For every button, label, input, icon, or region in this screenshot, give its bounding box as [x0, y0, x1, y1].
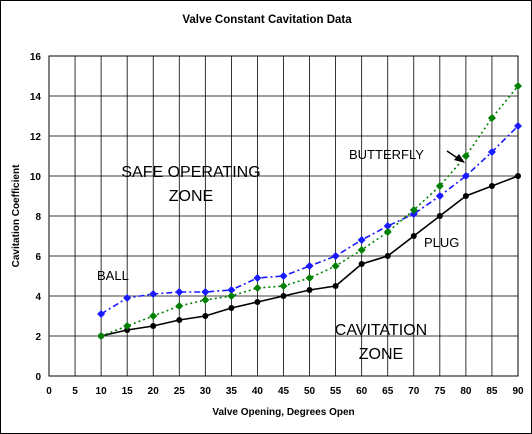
annotation-cav1: CAVITATION [335, 322, 427, 339]
butterfly-arrow-head [454, 154, 465, 163]
plot-area-border [48, 55, 519, 377]
x-tick-labels: 0 5 10 15 20 25 30 35 40 45 50 55 60 65 70 75 80 85 90 [46, 386, 524, 397]
data-point [227, 292, 236, 300]
data-point [461, 172, 470, 180]
data-point [228, 305, 235, 311]
x-tick-label: 25 [174, 386, 186, 397]
data-point [97, 332, 106, 340]
x-tick-label: 30 [200, 386, 212, 397]
x-tick-label: 20 [148, 386, 160, 397]
series-line-butterfly [100, 85, 519, 337]
data-point [332, 283, 339, 289]
x-tick-label: 85 [486, 386, 498, 397]
data-point [409, 206, 418, 214]
x-tick-label: 15 [122, 386, 134, 397]
y-tick-label: 14 [30, 92, 42, 103]
data-point [253, 274, 262, 282]
data-point [176, 317, 183, 323]
data-point [123, 294, 132, 302]
data-point [358, 261, 365, 267]
x-tick-label: 40 [252, 386, 264, 397]
data-point [357, 236, 366, 244]
data-point [436, 213, 443, 219]
data-point [383, 222, 392, 230]
data-point [462, 193, 469, 199]
data-point [280, 293, 287, 299]
x-tick-label: 80 [460, 386, 472, 397]
data-point [149, 312, 158, 320]
y-tick-label: 12 [30, 132, 42, 143]
x-tick-label: 45 [278, 386, 290, 397]
data-point [357, 246, 366, 254]
x-tick-label: 90 [512, 386, 524, 397]
data-point [201, 288, 210, 296]
data-point [149, 290, 158, 298]
x-tick-label: 35 [226, 386, 238, 397]
data-point [331, 262, 340, 270]
data-point [410, 233, 417, 239]
data-point [175, 302, 184, 310]
y-tick-label: 4 [35, 292, 41, 303]
data-point [515, 173, 521, 179]
annotation-safe1: SAFE OPERATING [121, 164, 260, 181]
data-point [201, 296, 210, 304]
x-tick-label: 70 [408, 386, 420, 397]
data-point [202, 313, 209, 319]
annotation-cav2: ZONE [359, 346, 403, 363]
y-tick-label: 16 [30, 52, 42, 63]
data-point [306, 287, 313, 293]
x-tick-label: 55 [330, 386, 342, 397]
data-point [123, 322, 132, 330]
data-point [279, 272, 288, 280]
x-tick-label: 75 [434, 386, 446, 397]
data-point [384, 253, 391, 259]
data-point [175, 288, 184, 296]
data-point [514, 82, 522, 90]
x-tick-label: 0 [46, 386, 52, 397]
annotation-butterfly: BUTTERFLY [349, 147, 424, 162]
y-tick-label: 0 [35, 372, 41, 383]
data-point [227, 286, 236, 294]
data-point [383, 228, 392, 236]
chart-title: Valve Constant Cavitation Data [182, 14, 352, 26]
x-tick-label: 5 [72, 386, 78, 397]
x-tick-label: 65 [382, 386, 394, 397]
annotation-plug: PLUG [424, 235, 459, 250]
data-point [488, 183, 495, 189]
data-point [150, 323, 157, 329]
series-group [97, 82, 522, 340]
data-point [435, 182, 444, 190]
y-tick-label: 6 [35, 252, 41, 263]
x-axis-label: Valve Opening, Degrees Open [212, 407, 354, 418]
annotation-safe2: ZONE [169, 188, 213, 205]
x-tick-label: 10 [96, 386, 108, 397]
y-axis-label: Cavitation Coefficient [11, 164, 22, 267]
data-point [435, 192, 444, 200]
data-point [254, 299, 261, 305]
data-point [305, 274, 314, 282]
data-point [97, 310, 106, 318]
y-tick-label: 8 [35, 212, 41, 223]
data-point [253, 284, 262, 292]
data-point [487, 114, 496, 122]
x-tick-label: 50 [304, 386, 316, 397]
series-line-ball [100, 125, 519, 315]
x-tick-label: 60 [356, 386, 368, 397]
data-point [461, 152, 470, 160]
annotations: BALL BUTTERFLY PLUG SAFE OPERATING ZONE CAVIT… [97, 147, 465, 363]
data-point [305, 262, 314, 270]
annotation-ball: BALL [97, 268, 129, 283]
y-tick-label: 10 [30, 172, 42, 183]
y-tick-labels: 0 2 4 6 8 10 12 14 16 [30, 52, 42, 383]
data-point [331, 252, 340, 260]
grid [49, 56, 518, 376]
data-point [279, 282, 288, 290]
data-point [487, 148, 496, 156]
data-point [514, 122, 522, 130]
y-tick-label: 2 [35, 332, 41, 343]
series-butterfly [97, 82, 522, 340]
